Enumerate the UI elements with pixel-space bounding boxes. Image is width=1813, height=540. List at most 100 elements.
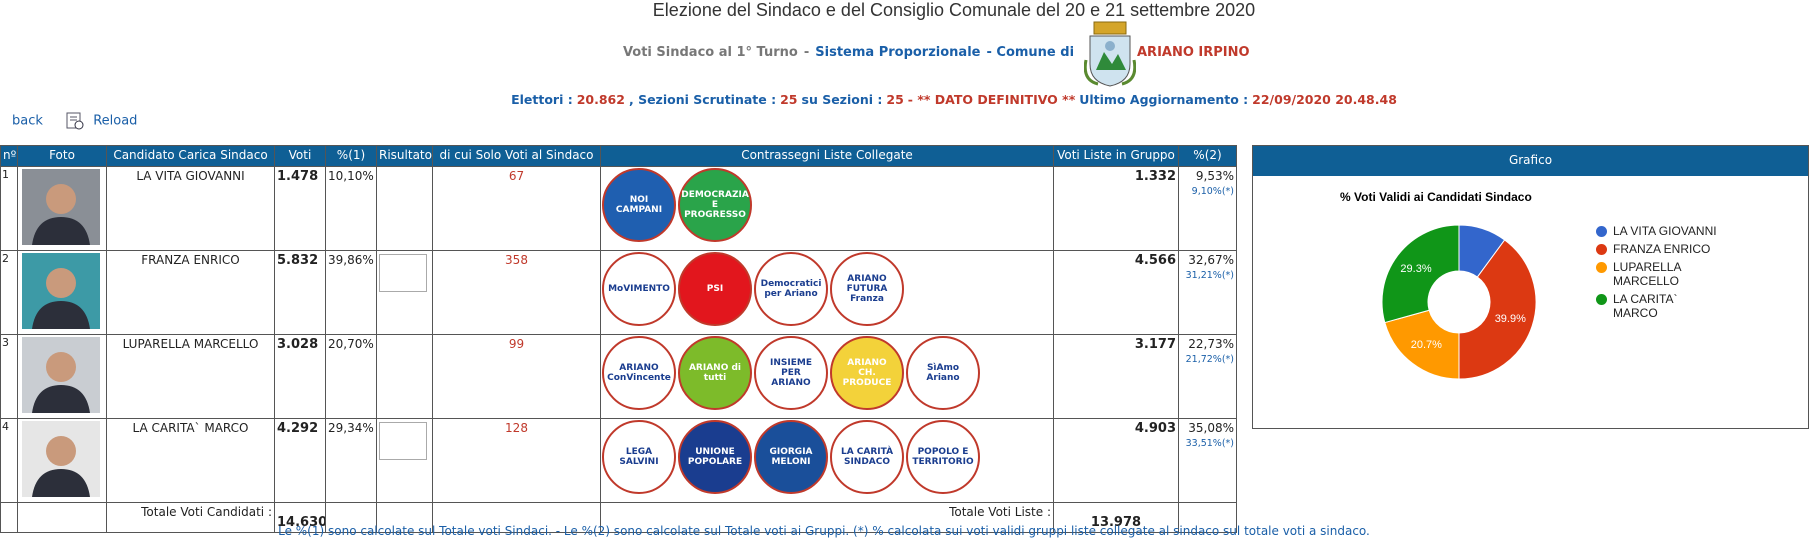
candidate-votes: 4.292 (274, 418, 326, 503)
party-logo: ARIANO di tutti (678, 336, 752, 410)
list-votes: 4.566 (1053, 250, 1179, 335)
footnote: Le %(1) sono calcolate sul Totale voti S… (278, 524, 1370, 538)
photo-body (32, 301, 90, 329)
column-header: Risultato (376, 145, 433, 167)
reload-icon[interactable] (65, 112, 85, 130)
stats-part: - ** DATO DEFINITIVO ** (907, 92, 1076, 107)
logos-cell: MoVIMENTO PSI Democratici per ArianoARIANO… (600, 250, 1054, 335)
legend-label: LA VITA GIOVANNI (1613, 224, 1717, 238)
party-logo: MoVIMENTO (602, 252, 676, 326)
photo-cell (17, 166, 107, 251)
slice-label: 29.3% (1400, 263, 1431, 275)
photo-head (46, 352, 76, 382)
party-logo: INSIEME PER ARIANO (754, 336, 828, 410)
candidate-pct: 29,34% (325, 418, 377, 503)
column-header: Foto (17, 145, 107, 167)
solo-votes: 128 (432, 418, 601, 503)
party-logo: ARIANO FUTURA Franza (830, 252, 904, 326)
list-pct-cell: 22,73% 21,72%(*) (1178, 334, 1237, 419)
candidate-name: LA CARITA` MARCO (106, 418, 275, 503)
column-header: %(2) (1178, 145, 1237, 167)
slice-label: 20.7% (1411, 339, 1442, 351)
empty (376, 502, 433, 533)
solo-votes: 358 (432, 250, 601, 335)
candidate-row: 3 LUPARELLA MARCELLO 3.028 20,70% 99 ARIANO C… (0, 334, 1237, 419)
legend-swatch (1596, 262, 1607, 273)
legend: LA VITA GIOVANNI FRANZA ENRICO LUPARELLA M… (1596, 224, 1736, 324)
stats-part: , Sezioni Scrutinate : (628, 92, 777, 107)
photo-body (32, 217, 90, 245)
candidate-name: FRANZA ENRICO (106, 250, 275, 335)
row-number: 1 (0, 166, 18, 251)
candidate-photo (22, 169, 100, 245)
pie-slice (1384, 309, 1460, 380)
chart-title: % Voti Validi ai Candidati Sindaco (1340, 190, 1532, 204)
list-pct-cell: 32,67% 31,21%(*) (1178, 250, 1237, 335)
stats-line: Elettori :20.862, Sezioni Scrutinate :25… (0, 92, 1813, 107)
candidate-pct: 10,10% (325, 166, 377, 251)
candidate-pct: 20,70% (325, 334, 377, 419)
party-logo: UNIONE POPOLARE (678, 420, 752, 494)
list-pct-star: 31,21%(*) (1185, 270, 1234, 281)
solo-votes: 99 (432, 334, 601, 419)
stats-part: 22/09/2020 20.48.48 (1252, 92, 1397, 107)
results-table: nº Foto Candidato Carica Sindaco Voti %(1) Ri… (0, 145, 1237, 533)
slice-label: 39.9% (1495, 313, 1526, 325)
subtitle: Voti Sindaco al 1° Turno - Sistema Proporz… (0, 45, 1813, 60)
pie-slice (1381, 224, 1460, 324)
row-number: 2 (0, 250, 18, 335)
list-pct: 9,53% (1195, 169, 1234, 183)
result-cell (376, 334, 433, 419)
result-cell (376, 418, 433, 503)
empty (17, 502, 107, 533)
subtitle-part: Voti Sindaco al 1° Turno (622, 45, 798, 60)
party-logo: POPOLO E TERRITORIO (906, 420, 980, 494)
reload-link[interactable]: Reload (93, 113, 138, 129)
candidate-photo (22, 337, 100, 413)
town-name: ARIANO IRPINO (1137, 45, 1250, 60)
legend-item: FRANZA ENRICO (1596, 242, 1736, 256)
legend-swatch (1596, 244, 1607, 255)
list-votes: 3.177 (1053, 334, 1179, 419)
stats-part: 20.862 (576, 92, 625, 107)
candidate-row: 1 LA VITA GIOVANNI 1.478 10,10% 67 NOI CAMPAN… (0, 166, 1237, 251)
column-header: nº (0, 145, 18, 167)
subtitle-part: - (803, 45, 810, 60)
list-pct: 32,67% (1188, 253, 1234, 267)
subtitle-part: Sistema Proporzionale (815, 45, 981, 60)
legend-swatch (1596, 294, 1607, 305)
list-votes: 4.903 (1053, 418, 1179, 503)
legend-label: FRANZA ENRICO (1613, 242, 1711, 256)
total-lists: 13.978 (1053, 502, 1179, 533)
party-logo: NOI CAMPANI (602, 168, 676, 242)
candidate-photo (22, 253, 100, 329)
back-link[interactable]: back (12, 113, 43, 129)
column-header: %(1) (325, 145, 377, 167)
list-pct-star: 21,72%(*) (1185, 354, 1234, 365)
photo-body (32, 469, 90, 497)
candidate-pct: 39,86% (325, 250, 377, 335)
candidate-votes: 1.478 (274, 166, 326, 251)
stats-part: Ultimo Aggiornamento : (1079, 92, 1249, 107)
stats-part: su Sezioni : (801, 92, 883, 107)
candidate-row: 4 LA CARITA` MARCO 4.292 29,34% 128 LEGA SALV… (0, 418, 1237, 503)
total-lists-label: Totale Voti Liste : (600, 502, 1054, 533)
logos-cell: NOI CAMPANIDEMOCRAZIA E PROGRESSO (600, 166, 1054, 251)
party-logo: PSI (678, 252, 752, 326)
empty (1178, 502, 1237, 533)
party-logo: DEMOCRAZIA E PROGRESSO (678, 168, 752, 242)
column-header: Contrassegni Liste Collegate (600, 145, 1054, 167)
empty (325, 502, 377, 533)
party-logo: Democratici per Ariano (754, 252, 828, 326)
photo-cell (17, 334, 107, 419)
party-logo: LEGA SALVINI (602, 420, 676, 494)
candidate-name: LUPARELLA MARCELLO (106, 334, 275, 419)
legend-item: LA VITA GIOVANNI (1596, 224, 1736, 238)
legend-label: LUPARELLA MARCELLO (1613, 260, 1681, 288)
column-header: di cui Solo Voti al Sindaco (432, 145, 601, 167)
legend-item: LA CARITA` MARCO (1596, 292, 1736, 320)
list-votes: 1.332 (1053, 166, 1179, 251)
list-pct: 22,73% (1188, 337, 1234, 351)
pie-slice (1458, 239, 1537, 380)
